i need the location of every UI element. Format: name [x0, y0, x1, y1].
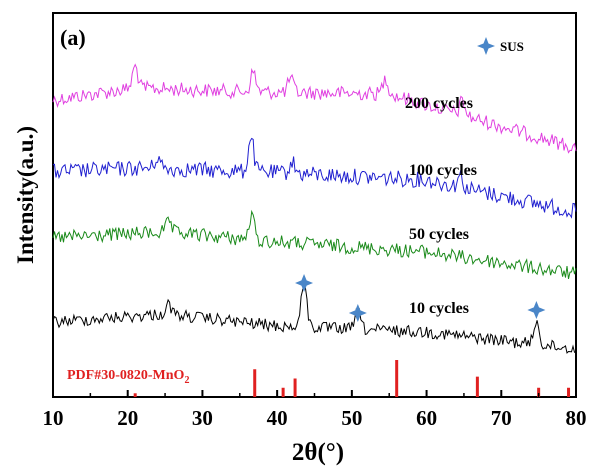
x-tick-label-80: 80: [566, 406, 587, 430]
series-line-200-cycles: [52, 63, 577, 154]
panel-label: (a): [60, 25, 86, 50]
series-label-10-cycles: 10 cycles: [409, 300, 469, 317]
legend-sus-marker-icon: [477, 37, 495, 55]
x-tick-label-20: 20: [117, 406, 138, 430]
x-tick-label-60: 60: [416, 406, 437, 430]
x-tick-layer: 10 20 30 40 50 60 70 80: [43, 390, 587, 430]
series-label-100-cycles: 100 cycles: [409, 162, 477, 179]
series-label-50-cycles: 50 cycles: [409, 226, 469, 243]
sus-marker-icon: [348, 304, 367, 322]
sus-marker-icon: [295, 274, 314, 292]
x-tick-label-50: 50: [341, 406, 362, 430]
plot-frame: [52, 12, 577, 398]
x-tick-label-10: 10: [43, 406, 64, 430]
x-tick-label-30: 30: [192, 406, 213, 430]
x-tick-label-70: 70: [491, 406, 512, 430]
series-line-50-cycles: [52, 209, 577, 280]
legend: SUS: [477, 37, 524, 55]
x-axis-label: 2θ(°): [292, 439, 344, 466]
series-line-10-cycles: [52, 282, 577, 354]
series-layer: [52, 63, 577, 354]
sus-marker-layer: [295, 274, 546, 322]
sus-marker-icon: [527, 301, 546, 319]
series-label-200-cycles: 200 cycles: [405, 95, 473, 112]
legend-label-sus: SUS: [500, 39, 524, 54]
y-axis-label: Intensity(a.u.): [13, 126, 38, 264]
reference-label-subscript: 2: [184, 375, 189, 386]
x-tick-label-40: 40: [267, 406, 288, 430]
series-line-100-cycles: [52, 137, 577, 219]
reference-label: PDF#30-0820-MnO2: [67, 368, 189, 386]
